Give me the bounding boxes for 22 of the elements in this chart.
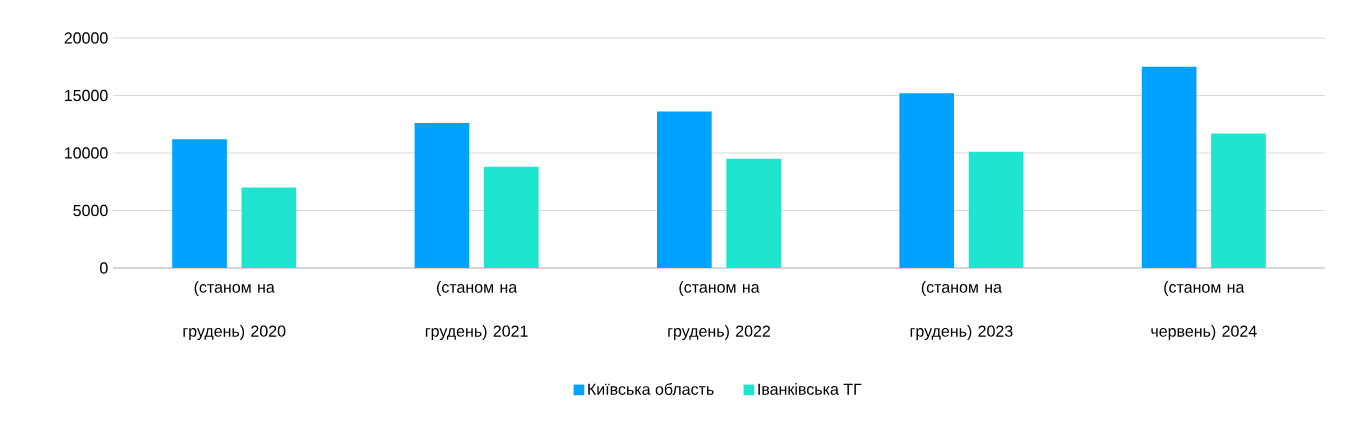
bar (414, 123, 470, 268)
bar (899, 93, 955, 268)
bar (968, 151, 1024, 268)
legend-label: Київська область (588, 383, 714, 395)
category-label: (станом на червень) 2024 (1151, 281, 1257, 340)
y-tick-label: 0 (100, 262, 108, 274)
legend-label: Іванківська ТГ (758, 383, 862, 395)
category-label: (станом на грудень) 2021 (425, 281, 528, 340)
y-tick-label: 20000 (64, 32, 108, 44)
y-tick-label: 5000 (73, 204, 108, 217)
bar (1141, 66, 1197, 268)
bar (726, 158, 782, 268)
bar (483, 166, 539, 268)
category-label: (станом на грудень) 2023 (910, 281, 1013, 340)
bar (657, 111, 712, 268)
y-tick-label: 10000 (65, 147, 108, 159)
bar (172, 139, 227, 268)
bar (241, 187, 297, 268)
y-tick-label: 15000 (65, 89, 108, 102)
category-label: (станом на грудень) 2022 (668, 281, 771, 340)
bar (1211, 133, 1266, 268)
category-label: (станом на грудень) 2020 (183, 281, 286, 340)
